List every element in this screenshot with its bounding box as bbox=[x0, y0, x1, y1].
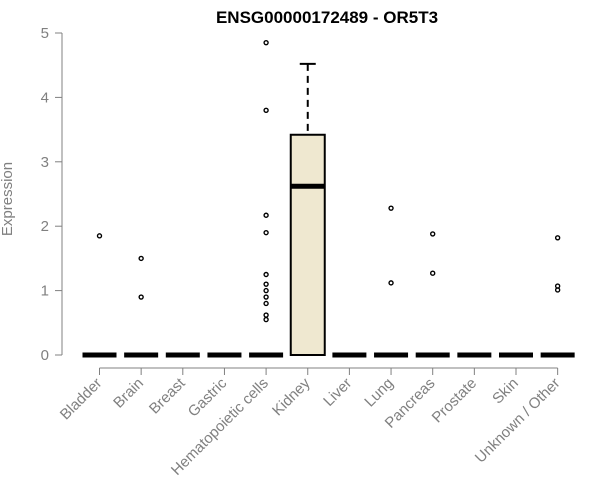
outlier-point bbox=[263, 312, 269, 318]
y-tick-label: 5 bbox=[41, 25, 49, 42]
x-tick-label: Bladder bbox=[57, 375, 106, 424]
y-tick-label: 0 bbox=[41, 347, 49, 364]
y-axis: 0 1 2 3 4 5 bbox=[41, 25, 63, 364]
outlier-point bbox=[388, 205, 394, 211]
x-tick-label: Breast bbox=[146, 374, 189, 417]
outlier-point bbox=[554, 287, 561, 293]
outlier-point bbox=[263, 287, 269, 294]
chart-title: ENSG00000172489 - OR5T3 bbox=[216, 8, 438, 27]
outlier-point bbox=[263, 39, 269, 46]
outlier-point bbox=[263, 316, 269, 323]
outlier-point bbox=[263, 300, 269, 307]
x-tick-label: Liver bbox=[320, 375, 355, 410]
outlier-point bbox=[138, 294, 144, 300]
outlier-point bbox=[263, 294, 269, 300]
y-tick-label: 4 bbox=[41, 89, 49, 106]
x-tick-label: Lung bbox=[361, 375, 397, 411]
y-tick-label: 2 bbox=[41, 218, 49, 235]
outlier-point bbox=[430, 231, 436, 237]
plot-area bbox=[82, 39, 575, 358]
box-body bbox=[289, 133, 326, 356]
x-tick-label: Brain bbox=[110, 375, 147, 412]
box-hematopoietic-cells bbox=[249, 39, 284, 358]
outlier-point bbox=[263, 281, 269, 287]
box-kidney bbox=[289, 62, 326, 356]
outlier-point bbox=[554, 235, 561, 241]
outlier-point bbox=[388, 280, 394, 286]
box-bladder bbox=[82, 233, 117, 358]
y-tick-label: 1 bbox=[41, 283, 49, 300]
x-tick-label: Prostate bbox=[429, 375, 481, 427]
outlier-point bbox=[263, 212, 269, 218]
outlier-point bbox=[430, 270, 436, 276]
y-tick-label: 3 bbox=[41, 154, 49, 171]
outlier-point bbox=[138, 255, 144, 262]
x-tick-label: Skin bbox=[489, 375, 522, 408]
outlier-point bbox=[263, 107, 269, 113]
box-pancreas bbox=[415, 231, 450, 358]
outlier-point bbox=[263, 229, 269, 236]
x-tick-label: Kidney bbox=[269, 374, 314, 419]
box-lung bbox=[374, 205, 409, 358]
box-brain bbox=[124, 255, 159, 358]
outlier-point bbox=[263, 271, 269, 278]
outlier-point bbox=[96, 233, 103, 239]
box-unknown-other bbox=[540, 235, 575, 358]
y-axis-label: Expression bbox=[0, 162, 16, 236]
